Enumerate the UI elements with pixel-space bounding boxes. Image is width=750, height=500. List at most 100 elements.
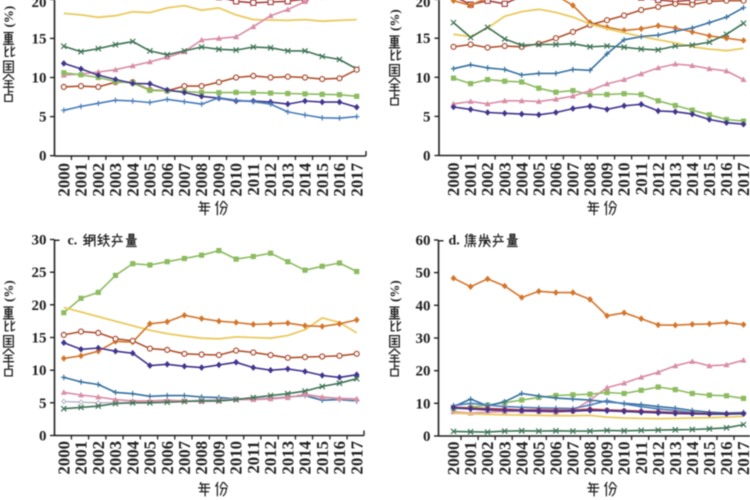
svg-text:2013: 2013 xyxy=(278,163,297,197)
svg-text:10: 10 xyxy=(416,396,431,412)
svg-text:2000: 2000 xyxy=(54,441,73,475)
svg-text:2014: 2014 xyxy=(296,440,315,474)
svg-text:2010: 2010 xyxy=(615,442,634,476)
svg-text:2011: 2011 xyxy=(632,442,651,475)
svg-text:2012: 2012 xyxy=(261,441,280,475)
svg-text:0: 0 xyxy=(423,149,431,165)
svg-text:20: 20 xyxy=(32,0,47,11)
svg-text:(%): (%) xyxy=(387,9,402,31)
svg-text:2007: 2007 xyxy=(175,163,194,197)
svg-text:2017: 2017 xyxy=(734,442,750,476)
svg-text:2012: 2012 xyxy=(649,442,668,476)
svg-text:2005: 2005 xyxy=(529,442,548,476)
svg-text:2011: 2011 xyxy=(632,163,651,196)
svg-text:2017: 2017 xyxy=(347,163,366,197)
svg-text:2016: 2016 xyxy=(717,442,736,476)
svg-text:2007: 2007 xyxy=(564,442,583,476)
svg-text:2008: 2008 xyxy=(581,163,600,197)
svg-text:2006: 2006 xyxy=(158,441,177,475)
svg-text:2013: 2013 xyxy=(666,442,685,476)
svg-text:2015: 2015 xyxy=(313,441,332,475)
svg-text:2004: 2004 xyxy=(123,440,142,474)
svg-text:2002: 2002 xyxy=(478,163,497,197)
svg-text:30: 30 xyxy=(32,233,47,249)
svg-text:60: 60 xyxy=(416,233,431,249)
svg-text:2001: 2001 xyxy=(72,163,91,197)
svg-text:5: 5 xyxy=(39,396,47,412)
svg-text:2014: 2014 xyxy=(296,162,315,196)
svg-text:2004: 2004 xyxy=(123,162,142,196)
svg-text:20: 20 xyxy=(416,364,431,380)
svg-text:5: 5 xyxy=(39,110,47,126)
svg-text:2013: 2013 xyxy=(666,163,685,197)
svg-text:2013: 2013 xyxy=(278,441,297,475)
svg-text:2015: 2015 xyxy=(313,163,332,197)
svg-text:2008: 2008 xyxy=(192,163,211,197)
svg-text:2003: 2003 xyxy=(495,163,514,197)
svg-text:2017: 2017 xyxy=(347,441,366,475)
svg-text:2001: 2001 xyxy=(461,163,480,197)
svg-text:10: 10 xyxy=(32,363,47,379)
svg-text:2008: 2008 xyxy=(581,442,600,476)
svg-text:10: 10 xyxy=(416,70,431,86)
svg-text:40: 40 xyxy=(416,298,431,314)
svg-text:2014: 2014 xyxy=(683,162,702,196)
svg-text:2005: 2005 xyxy=(141,441,160,475)
svg-text:15: 15 xyxy=(32,31,47,47)
svg-text:50: 50 xyxy=(416,266,431,282)
svg-text:2007: 2007 xyxy=(564,163,583,197)
svg-text:2011: 2011 xyxy=(244,163,263,196)
svg-text:15: 15 xyxy=(32,331,47,347)
svg-text:30: 30 xyxy=(416,331,431,347)
svg-text:(%): (%) xyxy=(1,6,16,28)
svg-text:2015: 2015 xyxy=(700,442,719,476)
svg-text:5: 5 xyxy=(423,109,431,125)
svg-text:25: 25 xyxy=(32,265,47,281)
svg-text:0: 0 xyxy=(423,429,431,445)
svg-text:2015: 2015 xyxy=(700,163,719,197)
svg-text:10: 10 xyxy=(32,71,47,87)
svg-text:15: 15 xyxy=(416,31,431,47)
svg-text:2002: 2002 xyxy=(89,163,108,197)
svg-text:2006: 2006 xyxy=(547,442,566,476)
svg-text:2002: 2002 xyxy=(89,441,108,475)
svg-text:2007: 2007 xyxy=(175,441,194,475)
svg-text:2016: 2016 xyxy=(330,441,349,475)
svg-text:2010: 2010 xyxy=(227,163,246,197)
svg-text:2010: 2010 xyxy=(227,441,246,475)
svg-text:0: 0 xyxy=(39,149,47,165)
svg-text:2000: 2000 xyxy=(444,442,463,476)
svg-text:2008: 2008 xyxy=(192,441,211,475)
svg-text:2012: 2012 xyxy=(261,163,280,197)
svg-text:2010: 2010 xyxy=(615,163,634,197)
svg-text:2016: 2016 xyxy=(330,163,349,197)
svg-text:2006: 2006 xyxy=(158,163,177,197)
svg-text:2009: 2009 xyxy=(598,163,617,197)
svg-text:2001: 2001 xyxy=(72,441,91,475)
svg-text:0: 0 xyxy=(39,429,47,445)
svg-text:2003: 2003 xyxy=(495,442,514,476)
svg-text:2003: 2003 xyxy=(106,163,125,197)
svg-text:c.: c. xyxy=(68,234,78,249)
svg-text:2005: 2005 xyxy=(529,163,548,197)
svg-text:2002: 2002 xyxy=(478,442,497,476)
svg-text:2004: 2004 xyxy=(512,441,531,475)
svg-text:(%): (%) xyxy=(1,280,16,302)
svg-text:d.: d. xyxy=(449,234,460,249)
svg-text:2000: 2000 xyxy=(54,163,73,197)
svg-text:20: 20 xyxy=(32,298,47,314)
svg-text:2009: 2009 xyxy=(210,441,229,475)
svg-text:2009: 2009 xyxy=(210,163,229,197)
svg-text:2009: 2009 xyxy=(598,442,617,476)
svg-text:2000: 2000 xyxy=(444,163,463,197)
svg-text:2017: 2017 xyxy=(734,163,750,197)
svg-text:2016: 2016 xyxy=(717,163,736,197)
svg-text:2012: 2012 xyxy=(649,163,668,197)
svg-text:2004: 2004 xyxy=(512,162,531,196)
svg-text:2011: 2011 xyxy=(244,441,263,474)
svg-text:20: 20 xyxy=(416,0,431,11)
svg-text:2006: 2006 xyxy=(547,163,566,197)
svg-text:2003: 2003 xyxy=(106,441,125,475)
svg-text:(%): (%) xyxy=(387,280,402,302)
svg-text:2005: 2005 xyxy=(141,163,160,197)
